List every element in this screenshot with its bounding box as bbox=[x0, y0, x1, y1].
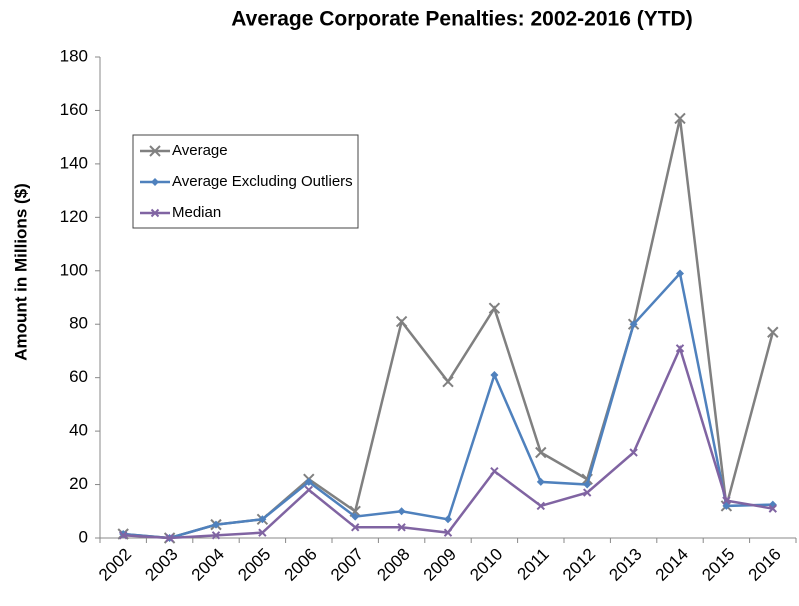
point-marker bbox=[351, 512, 360, 521]
y-tick-label: 160 bbox=[60, 100, 88, 119]
y-tick-label: 120 bbox=[60, 207, 88, 226]
point-marker bbox=[675, 344, 685, 353]
legend-label: Average Excluding Outliers bbox=[172, 173, 353, 190]
legend-label: Median bbox=[172, 204, 221, 221]
point-marker bbox=[583, 480, 592, 489]
point-marker bbox=[149, 145, 161, 157]
point-marker bbox=[304, 485, 314, 495]
point-marker bbox=[676, 269, 684, 278]
y-tick-label: 60 bbox=[69, 367, 88, 386]
point-marker bbox=[629, 320, 638, 329]
point-marker bbox=[767, 326, 779, 338]
x-tick-label: 2011 bbox=[514, 545, 553, 584]
legend-label: Average bbox=[172, 142, 228, 159]
y-tick-label: 180 bbox=[60, 46, 88, 65]
y-tick-label: 40 bbox=[69, 421, 88, 440]
point-marker bbox=[444, 515, 452, 524]
x-tick-label: 2013 bbox=[605, 545, 645, 585]
series-line bbox=[123, 270, 773, 540]
x-tick-label: 2015 bbox=[698, 545, 738, 585]
point-marker bbox=[768, 504, 778, 513]
point-marker bbox=[211, 531, 221, 540]
point-marker bbox=[258, 515, 267, 524]
point-marker bbox=[536, 477, 545, 486]
x-tick-label: 2007 bbox=[327, 545, 367, 585]
x-tick-label: 2003 bbox=[141, 545, 181, 585]
x-tick-label: 2016 bbox=[745, 545, 785, 585]
x-tick-label: 2010 bbox=[466, 545, 506, 585]
point-marker bbox=[536, 501, 546, 511]
x-tick-label: 2012 bbox=[559, 545, 599, 585]
point-marker bbox=[150, 208, 160, 218]
point-marker bbox=[443, 528, 453, 537]
point-marker bbox=[395, 315, 408, 328]
point-marker bbox=[629, 448, 638, 457]
chart-title: Average Corporate Penalties: 2002-2016 (… bbox=[231, 8, 692, 31]
point-marker bbox=[258, 528, 267, 537]
x-tick-label: 2006 bbox=[281, 545, 321, 585]
y-axis-label: Amount in Millions ($) bbox=[11, 183, 30, 361]
point-marker bbox=[490, 466, 499, 476]
x-tick-label: 2014 bbox=[652, 545, 692, 585]
y-tick-label: 140 bbox=[60, 153, 88, 172]
legend bbox=[132, 134, 359, 229]
point-marker bbox=[118, 531, 128, 540]
point-marker bbox=[582, 488, 592, 497]
point-marker bbox=[722, 496, 731, 505]
point-marker bbox=[151, 178, 159, 186]
y-tick-label: 100 bbox=[60, 260, 88, 279]
point-marker bbox=[397, 507, 406, 516]
point-marker bbox=[350, 523, 360, 532]
y-tick-label: 0 bbox=[79, 527, 88, 546]
point-marker bbox=[490, 370, 499, 379]
y-tick-label: 80 bbox=[69, 314, 88, 333]
x-tick-label: 2009 bbox=[420, 545, 460, 585]
x-tick-label: 2004 bbox=[188, 545, 228, 585]
point-marker bbox=[212, 520, 220, 529]
point-marker bbox=[442, 375, 454, 388]
point-marker bbox=[535, 446, 547, 459]
point-marker bbox=[674, 112, 686, 125]
x-tick-label: 2008 bbox=[373, 545, 413, 585]
x-tick-label: 2005 bbox=[234, 545, 274, 585]
y-tick-label: 20 bbox=[69, 474, 88, 493]
point-marker bbox=[165, 533, 174, 543]
x-tick-label: 2002 bbox=[95, 545, 135, 585]
point-marker bbox=[397, 523, 406, 532]
point-marker bbox=[304, 477, 313, 486]
point-marker bbox=[488, 302, 501, 314]
series-line bbox=[123, 344, 774, 540]
